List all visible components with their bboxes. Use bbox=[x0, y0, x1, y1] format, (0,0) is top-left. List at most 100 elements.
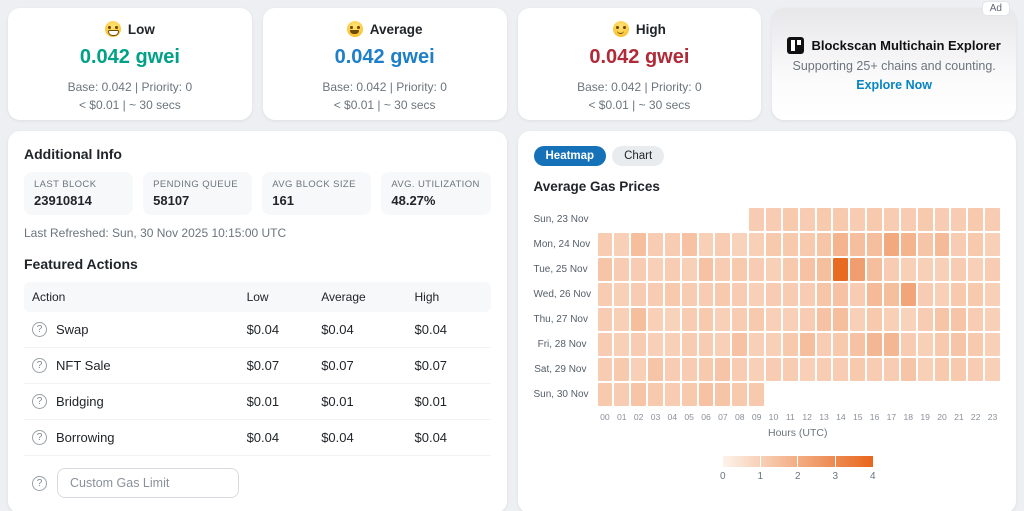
ad-title-row: Blockscan Multichain Explorer bbox=[787, 36, 1001, 54]
gas-card-details: Base: 0.042 | Priority: 0 < $0.01 | ~ 30 … bbox=[18, 78, 242, 114]
stat-value: 58107 bbox=[153, 193, 190, 208]
heatmap-cell bbox=[951, 258, 967, 281]
help-icon[interactable]: ? bbox=[32, 430, 47, 445]
gas-card-header: Low bbox=[18, 21, 242, 37]
heatmap-cell bbox=[715, 308, 731, 331]
explore-now-link[interactable]: Explore Now bbox=[856, 77, 932, 92]
heatmap-cell bbox=[766, 283, 781, 306]
heatmap-cell bbox=[816, 358, 832, 381]
heatmap-cell bbox=[917, 283, 933, 306]
column-header-action: Action bbox=[24, 282, 239, 312]
heatmap-cell bbox=[833, 333, 849, 356]
heatmap-cell bbox=[968, 208, 984, 231]
help-icon[interactable]: ? bbox=[32, 475, 47, 491]
custom-gas-limit-input[interactable] bbox=[57, 468, 239, 498]
heatmap-cell bbox=[918, 383, 933, 406]
heatmap-cell bbox=[985, 383, 1000, 406]
heatmap-cell bbox=[799, 358, 815, 381]
heatmap-cell bbox=[850, 358, 866, 381]
ad-subtitle: Supporting 25+ chains and counting. bbox=[792, 58, 996, 73]
heatmap-cell bbox=[732, 383, 748, 406]
heatmap-cell bbox=[681, 233, 697, 256]
heatmap-cell bbox=[749, 283, 765, 306]
featured-actions-table: Action Low Average High ? Swap $0.04 $0.04 $0.0… bbox=[24, 282, 491, 456]
heatmap-cell bbox=[951, 308, 967, 331]
heatmap-cell bbox=[631, 308, 647, 331]
heatmap-cell bbox=[597, 283, 613, 306]
heatmap-cell bbox=[681, 358, 697, 381]
column-header-high: High bbox=[406, 282, 491, 312]
action-label: Swap bbox=[56, 322, 89, 337]
action-cell-content: ? NFT Sale bbox=[32, 358, 231, 373]
hour-axis-spacer bbox=[534, 412, 596, 422]
heatmap-cell bbox=[951, 233, 967, 256]
heatmap-cell bbox=[833, 308, 849, 331]
stat-value: 23910814 bbox=[34, 193, 92, 208]
heatmap-cell bbox=[799, 333, 815, 356]
legend-tick: 3 bbox=[832, 471, 839, 482]
heatmap-cell bbox=[867, 308, 883, 331]
gas-base-priority: Base: 0.042 | Priority: 0 bbox=[322, 80, 447, 94]
table-header-row: Action Low Average High bbox=[24, 282, 491, 312]
stat-value: 161 bbox=[272, 193, 294, 208]
heatmap-cell bbox=[833, 383, 848, 406]
heatmap-cell bbox=[631, 233, 647, 256]
heatmap-cell bbox=[648, 233, 663, 256]
gas-card-label: High bbox=[635, 21, 666, 37]
hour-tick-label: 01 bbox=[616, 412, 627, 422]
legend-tick: 4 bbox=[869, 471, 876, 482]
tab-heatmap[interactable]: Heatmap bbox=[533, 146, 607, 166]
heatmap-cell bbox=[934, 333, 950, 356]
heatmap-row: Fri, 28 Nov bbox=[534, 333, 1000, 356]
gas-cost-time: < $0.01 | ~ 30 secs bbox=[78, 98, 181, 112]
heatmap-cell bbox=[698, 233, 714, 256]
column-header-average: Average bbox=[313, 282, 407, 312]
heatmap-cell bbox=[935, 383, 950, 406]
heatmap-cell bbox=[817, 383, 832, 406]
heatmap-grid: Sun, 23 Nov Mon, 24 Nov Tue, 25 Nov Wed, 26… bbox=[533, 208, 1000, 406]
hour-tick-label: 21 bbox=[954, 412, 964, 422]
help-icon[interactable]: ? bbox=[32, 394, 47, 409]
hour-tick-label: 16 bbox=[869, 412, 880, 422]
action-label: NFT Sale bbox=[56, 358, 111, 373]
heatmap-day-label: Mon, 24 Nov bbox=[533, 239, 591, 250]
action-cell-content: ? Borrowing bbox=[32, 430, 231, 445]
grinning-face-icon bbox=[104, 21, 121, 37]
action-cell: ? Bridging bbox=[24, 383, 239, 420]
heatmap-cell bbox=[766, 233, 781, 256]
heatmap-cell bbox=[749, 233, 765, 256]
heatmap-cell bbox=[934, 233, 950, 256]
heatmap-cell bbox=[614, 383, 630, 406]
heatmap-cell bbox=[833, 358, 849, 381]
legend-tick: 2 bbox=[794, 471, 801, 482]
heatmap-cell bbox=[597, 258, 613, 281]
heatmap-cell bbox=[968, 383, 983, 406]
heatmap-cell bbox=[681, 383, 697, 406]
heatmap-cell bbox=[698, 258, 714, 281]
heatmap-cell bbox=[631, 258, 647, 281]
heatmap-cell bbox=[597, 358, 613, 381]
hour-tick-label: 13 bbox=[819, 412, 829, 422]
help-icon[interactable]: ? bbox=[32, 322, 47, 337]
heatmap-cell bbox=[766, 208, 781, 231]
heatmap-cell bbox=[631, 283, 647, 306]
hour-tick-label: 06 bbox=[701, 412, 711, 422]
heatmap-cell bbox=[749, 333, 765, 356]
tab-chart[interactable]: Chart bbox=[612, 146, 665, 166]
help-icon[interactable]: ? bbox=[32, 358, 47, 373]
heatmap-cell bbox=[799, 208, 815, 231]
chart-tabs: Heatmap Chart bbox=[533, 146, 1001, 166]
heatmap-cell bbox=[715, 383, 731, 406]
heatmap-cell bbox=[766, 308, 781, 331]
gas-price: 0.042 gwei bbox=[589, 46, 690, 68]
heatmap-cell bbox=[614, 283, 630, 306]
heatmap-cell bbox=[732, 358, 748, 381]
heatmap-cell bbox=[614, 358, 630, 381]
heatmap-day-label: Fri, 28 Nov bbox=[537, 339, 587, 350]
heatmap-cell bbox=[951, 333, 967, 356]
gas-card-details: Base: 0.042 | Priority: 0 < $0.01 | ~ 30 … bbox=[273, 78, 497, 114]
heatmap-cell bbox=[816, 308, 832, 331]
heatmap-cell bbox=[631, 358, 647, 381]
hour-tick-label: 08 bbox=[734, 412, 745, 422]
heatmap-cell bbox=[816, 208, 832, 231]
